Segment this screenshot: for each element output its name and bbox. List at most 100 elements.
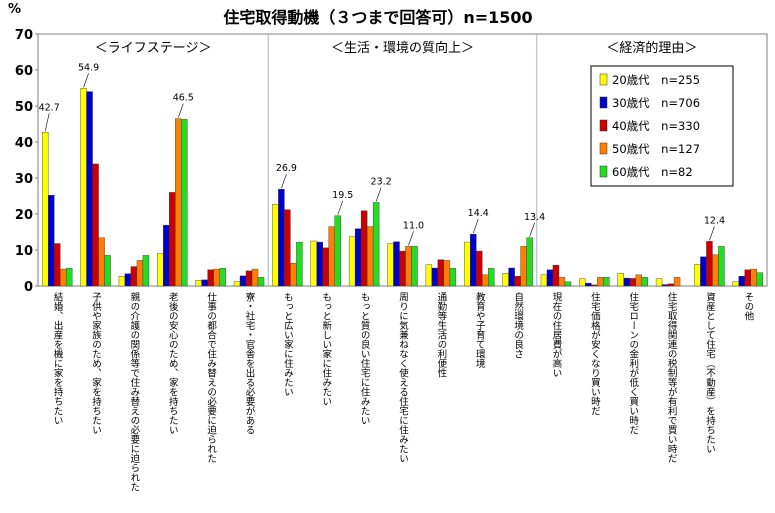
bar — [233, 281, 241, 287]
category-label: 親の介護の関係等で住み替えの必要に迫られた — [128, 291, 140, 491]
bar — [366, 226, 374, 287]
legend-swatch — [599, 96, 608, 109]
bar — [673, 277, 681, 287]
bar — [579, 278, 586, 287]
legend-swatch — [599, 165, 608, 178]
bar — [257, 277, 265, 287]
y-axis-unit: % — [8, 2, 21, 17]
category-label: 住宅価格が安くなり買い時だ — [589, 291, 601, 415]
bar — [354, 228, 362, 287]
bar — [437, 259, 445, 287]
data-label: 26.9 — [276, 163, 297, 174]
data-label: 13.4 — [524, 212, 545, 223]
bar — [130, 266, 138, 287]
data-label-leader — [337, 200, 344, 215]
data-label-leader — [44, 113, 50, 132]
bar — [322, 247, 329, 287]
category-label: 教育や子育て環境 — [474, 291, 486, 369]
bar — [635, 274, 642, 287]
bar — [470, 233, 477, 287]
bar — [694, 264, 701, 287]
data-label: 19.5 — [332, 190, 353, 201]
bar — [526, 237, 533, 287]
legend-box — [590, 65, 734, 187]
bar — [425, 264, 433, 287]
category-label: その他 — [742, 292, 754, 321]
bar — [738, 276, 746, 287]
bar — [175, 118, 182, 287]
bar — [552, 264, 560, 287]
bar — [219, 268, 226, 287]
bar — [387, 243, 394, 287]
legend-entry: 60歳代 n=82 — [612, 165, 693, 179]
legend-swatch — [599, 73, 608, 86]
data-label: 14.4 — [468, 208, 489, 219]
data-label-leader — [83, 73, 89, 88]
y-tick-label: 50 — [15, 100, 33, 115]
bar — [520, 246, 527, 287]
bar — [118, 276, 126, 287]
bar — [449, 268, 457, 287]
category-label: 仕事の都合で住み替えの必要に迫られた — [205, 291, 217, 463]
group-label: ＜生活・環境の質向上＞ — [331, 40, 474, 56]
bar — [706, 241, 713, 287]
bar — [712, 254, 719, 287]
bar — [142, 255, 150, 287]
bar — [290, 263, 297, 287]
bar — [59, 268, 67, 287]
legend-entry: 20歳代 n=255 — [612, 73, 700, 87]
data-label-leader — [375, 187, 382, 202]
category-label: 周りに気兼ねなく使える住宅に住みたい — [397, 292, 409, 463]
bar — [623, 277, 630, 287]
data-label-leader — [408, 231, 414, 246]
bar — [136, 260, 144, 287]
bar — [546, 269, 554, 287]
data-label-leader — [472, 219, 479, 234]
bar — [163, 224, 170, 287]
category-label: 住宅取得関連の税制等が有利で買い時だ — [666, 291, 678, 463]
category-label: もっと質の良い住宅に住みたい — [359, 292, 371, 425]
data-label-leader — [709, 226, 715, 241]
category-label: 通勤等生活の利便性 — [435, 292, 447, 378]
bar — [124, 273, 132, 287]
bar — [744, 269, 752, 287]
bar — [251, 268, 259, 287]
bar — [195, 280, 202, 287]
category-label: 資産として住宅（不動産）を持ちたい — [704, 291, 716, 453]
bar — [207, 269, 214, 287]
bar — [328, 226, 335, 287]
data-label-leader — [178, 103, 184, 118]
bar — [750, 268, 758, 287]
category-label: 子供や家族のため、家を持ちたい — [90, 292, 102, 435]
data-label: 42.7 — [39, 102, 60, 113]
bar — [585, 282, 592, 287]
data-label: 12.4 — [704, 215, 725, 226]
bar — [411, 246, 418, 287]
data-label-leader — [281, 174, 287, 189]
bar — [104, 255, 111, 287]
bar — [47, 195, 55, 287]
y-tick-label: 10 — [15, 244, 33, 259]
bar — [540, 274, 548, 287]
category-label: 自然環境の良さ — [512, 291, 524, 358]
y-tick-label: 20 — [15, 208, 33, 223]
bar — [278, 188, 285, 287]
bar — [502, 273, 509, 287]
bar — [284, 209, 291, 287]
category-label: 老後の安心のため、家を持ちたい — [167, 291, 179, 434]
bar — [641, 277, 648, 287]
legend-swatch — [599, 119, 608, 132]
bar — [564, 281, 572, 287]
bar — [92, 163, 99, 287]
bar — [86, 91, 93, 287]
bar — [591, 284, 598, 287]
bar — [245, 270, 253, 287]
bar — [316, 241, 323, 287]
bar — [239, 275, 247, 287]
legend-entry: 30歳代 n=706 — [612, 96, 700, 110]
bar — [348, 236, 356, 287]
bar — [181, 119, 188, 287]
category-label: 現在の住居費が高い — [550, 292, 562, 378]
bar — [169, 192, 176, 287]
bar — [603, 277, 610, 287]
